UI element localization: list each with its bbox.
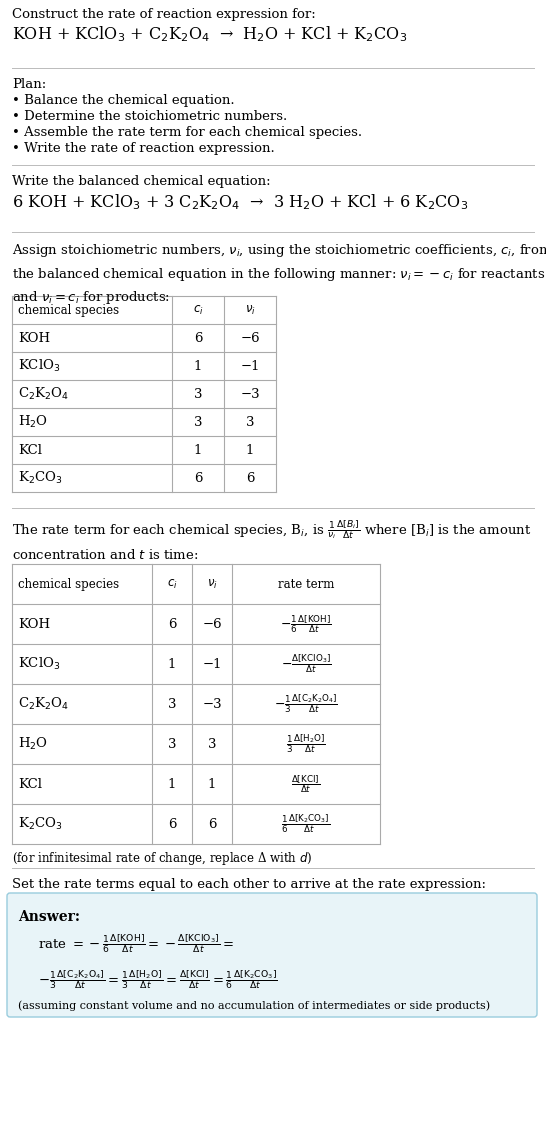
Text: Construct the rate of reaction expression for:: Construct the rate of reaction expressio… <box>12 8 316 20</box>
Text: $-\frac{\Delta[\mathrm{KClO_3}]}{\Delta t}$: $-\frac{\Delta[\mathrm{KClO_3}]}{\Delta … <box>281 653 331 675</box>
Text: 6: 6 <box>168 618 176 630</box>
Text: KOH + KClO$_3$ + C$_2$K$_2$O$_4$  →  H$_2$O + KCl + K$_2$CO$_3$: KOH + KClO$_3$ + C$_2$K$_2$O$_4$ → H$_2$… <box>12 24 407 43</box>
Text: −1: −1 <box>240 360 260 372</box>
Text: chemical species: chemical species <box>18 304 119 316</box>
Text: 6: 6 <box>246 471 254 485</box>
Text: Write the balanced chemical equation:: Write the balanced chemical equation: <box>12 175 271 188</box>
FancyBboxPatch shape <box>7 893 537 1017</box>
Text: KOH: KOH <box>18 331 50 345</box>
Text: H$_2$O: H$_2$O <box>18 414 48 430</box>
Text: $\frac{\Delta[\mathrm{KCl}]}{\Delta t}$: $\frac{\Delta[\mathrm{KCl}]}{\Delta t}$ <box>292 773 321 795</box>
Text: $c_i$: $c_i$ <box>193 304 203 316</box>
Text: 3: 3 <box>207 737 216 750</box>
Text: 1: 1 <box>168 658 176 670</box>
Text: 3: 3 <box>194 388 202 401</box>
Text: 6 KOH + KClO$_3$ + 3 C$_2$K$_2$O$_4$  →  3 H$_2$O + KCl + 6 K$_2$CO$_3$: 6 KOH + KClO$_3$ + 3 C$_2$K$_2$O$_4$ → 3… <box>12 192 468 212</box>
Text: −3: −3 <box>202 698 222 710</box>
Text: 3: 3 <box>194 415 202 429</box>
Text: • Balance the chemical equation.: • Balance the chemical equation. <box>12 94 235 107</box>
Text: • Write the rate of reaction expression.: • Write the rate of reaction expression. <box>12 142 275 155</box>
Text: 6: 6 <box>194 471 202 485</box>
Text: KClO$_3$: KClO$_3$ <box>18 358 61 374</box>
Text: 3: 3 <box>246 415 254 429</box>
Text: Set the rate terms equal to each other to arrive at the rate expression:: Set the rate terms equal to each other t… <box>12 879 486 891</box>
Text: $\frac{1}{6}\frac{\Delta[\mathrm{K_2CO_3}]}{\Delta t}$: $\frac{1}{6}\frac{\Delta[\mathrm{K_2CO_3… <box>281 813 330 835</box>
Text: 6: 6 <box>207 817 216 831</box>
Text: $\frac{1}{3}\frac{\Delta[\mathrm{H_2O}]}{\Delta t}$: $\frac{1}{3}\frac{\Delta[\mathrm{H_2O}]}… <box>286 733 326 756</box>
Text: chemical species: chemical species <box>18 577 119 591</box>
Text: C$_2$K$_2$O$_4$: C$_2$K$_2$O$_4$ <box>18 696 69 712</box>
Text: 3: 3 <box>168 698 176 710</box>
Text: −1: −1 <box>202 658 222 670</box>
Text: −3: −3 <box>240 388 260 401</box>
Text: 1: 1 <box>208 777 216 791</box>
Text: −6: −6 <box>202 618 222 630</box>
Text: 1: 1 <box>246 444 254 456</box>
Text: The rate term for each chemical species, B$_i$, is $\frac{1}{\nu_i}\frac{\Delta[: The rate term for each chemical species,… <box>12 518 531 561</box>
Text: 1: 1 <box>194 360 202 372</box>
Text: 3: 3 <box>168 737 176 750</box>
Text: KOH: KOH <box>18 618 50 630</box>
Text: 1: 1 <box>168 777 176 791</box>
Text: 6: 6 <box>168 817 176 831</box>
Text: 6: 6 <box>194 331 202 345</box>
Text: KCl: KCl <box>18 444 42 456</box>
Text: KClO$_3$: KClO$_3$ <box>18 655 61 673</box>
Text: • Determine the stoichiometric numbers.: • Determine the stoichiometric numbers. <box>12 110 287 123</box>
Text: C$_2$K$_2$O$_4$: C$_2$K$_2$O$_4$ <box>18 386 69 402</box>
Text: rate $= -\frac{1}{6}\frac{\Delta[\mathrm{KOH}]}{\Delta t} = -\frac{\Delta[\mathr: rate $= -\frac{1}{6}\frac{\Delta[\mathrm… <box>38 932 234 955</box>
Text: K$_2$CO$_3$: K$_2$CO$_3$ <box>18 816 63 832</box>
Text: Plan:: Plan: <box>12 79 46 91</box>
Text: H$_2$O: H$_2$O <box>18 736 48 752</box>
Text: $c_i$: $c_i$ <box>167 577 177 591</box>
Text: Answer:: Answer: <box>18 910 80 924</box>
Text: $\nu_i$: $\nu_i$ <box>245 304 256 316</box>
Text: (for infinitesimal rate of change, replace Δ with $d$): (for infinitesimal rate of change, repla… <box>12 850 312 867</box>
Text: 1: 1 <box>194 444 202 456</box>
Text: KCl: KCl <box>18 777 42 791</box>
Text: • Assemble the rate term for each chemical species.: • Assemble the rate term for each chemic… <box>12 126 362 139</box>
Text: rate term: rate term <box>278 577 334 591</box>
Text: (assuming constant volume and no accumulation of intermediates or side products): (assuming constant volume and no accumul… <box>18 1000 490 1011</box>
Text: K$_2$CO$_3$: K$_2$CO$_3$ <box>18 470 63 486</box>
Text: $\nu_i$: $\nu_i$ <box>206 577 217 591</box>
Text: −6: −6 <box>240 331 260 345</box>
Text: Assign stoichiometric numbers, $\nu_i$, using the stoichiometric coefficients, $: Assign stoichiometric numbers, $\nu_i$, … <box>12 242 546 306</box>
Text: $-\frac{1}{3}\frac{\Delta[\mathrm{C_2K_2O_4}]}{\Delta t}$: $-\frac{1}{3}\frac{\Delta[\mathrm{C_2K_2… <box>274 693 338 716</box>
Text: $-\frac{1}{3}\frac{\Delta[\mathrm{C_2K_2O_4}]}{\Delta t} = \frac{1}{3}\frac{\Del: $-\frac{1}{3}\frac{\Delta[\mathrm{C_2K_2… <box>38 968 278 991</box>
Text: $-\frac{1}{6}\frac{\Delta[\mathrm{KOH}]}{\Delta t}$: $-\frac{1}{6}\frac{\Delta[\mathrm{KOH}]}… <box>280 613 332 635</box>
